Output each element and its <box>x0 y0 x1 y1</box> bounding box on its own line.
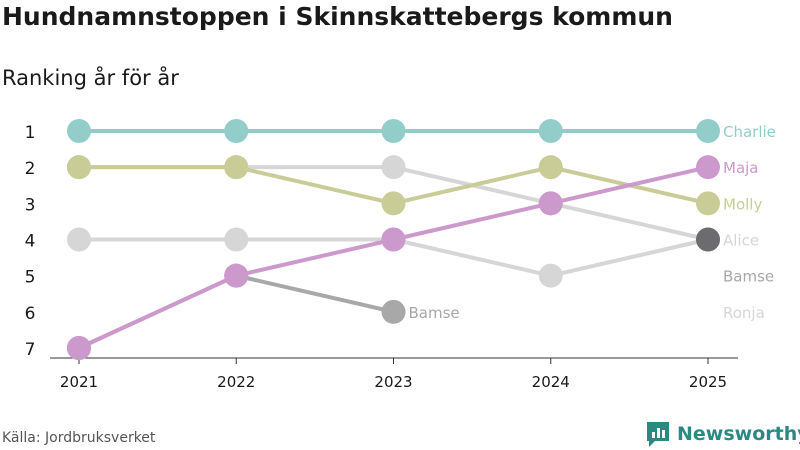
data-point-overlap-maja <box>224 263 237 288</box>
end-label-alice: Alice <box>723 232 759 250</box>
x-tick-label: 2025 <box>689 373 727 391</box>
data-point-alice <box>538 263 563 288</box>
inline-label-bamse: Bamse <box>409 304 460 322</box>
y-tick-label: 2 <box>25 159 36 179</box>
data-point-molly <box>538 155 563 180</box>
y-tick-label: 4 <box>25 232 36 252</box>
end-label-ronja: Ronja <box>723 304 765 322</box>
y-tick-label: 3 <box>25 195 36 215</box>
chart-subtitle: Ranking år för år <box>2 66 179 90</box>
x-tick-label: 2024 <box>532 373 570 391</box>
data-point-charlie <box>696 119 720 143</box>
x-tick-label: 2021 <box>60 373 98 391</box>
data-point-ronja <box>381 155 406 180</box>
data-point-molly <box>381 191 406 216</box>
data-point-charlie <box>67 119 91 143</box>
data-point-overlap-molly <box>67 155 79 180</box>
end-point-highlight <box>696 227 720 252</box>
data-point-alice <box>67 227 91 252</box>
newsworthy-logo: Newsworthy <box>645 420 800 448</box>
data-point-molly <box>696 191 720 216</box>
x-tick-label: 2022 <box>217 373 255 391</box>
data-point-overlap-maja <box>381 227 394 252</box>
end-label-maja: Maja <box>723 159 759 177</box>
newsworthy-logo-icon <box>647 422 669 447</box>
data-point-bamse <box>381 299 406 324</box>
data-point-alice <box>224 227 249 252</box>
y-tick-label: 1 <box>25 123 36 143</box>
end-label-molly: Molly <box>723 195 762 213</box>
data-point-maja <box>696 155 720 180</box>
data-point-charlie <box>538 119 563 143</box>
data-point-charlie <box>224 119 249 143</box>
chart-title: Hundnamnstoppen i Skinnskattebergs kommu… <box>2 2 673 31</box>
data-point-overlap-molly <box>224 155 237 180</box>
newsworthy-logo-text: Newsworthy <box>677 423 800 445</box>
y-tick-label: 5 <box>25 268 36 288</box>
data-points <box>67 119 720 360</box>
data-point-charlie <box>381 119 406 143</box>
end-label-charlie: Charlie <box>723 123 776 141</box>
source-note: Källa: Jordbruksverket <box>2 430 156 446</box>
end-label-bamse: Bamse <box>723 268 774 286</box>
x-tick-label: 2023 <box>374 373 412 391</box>
y-tick-label: 6 <box>25 304 36 324</box>
data-point-overlap-maja <box>67 336 79 360</box>
y-tick-label: 7 <box>25 340 36 360</box>
data-point-overlap-maja <box>538 191 551 216</box>
